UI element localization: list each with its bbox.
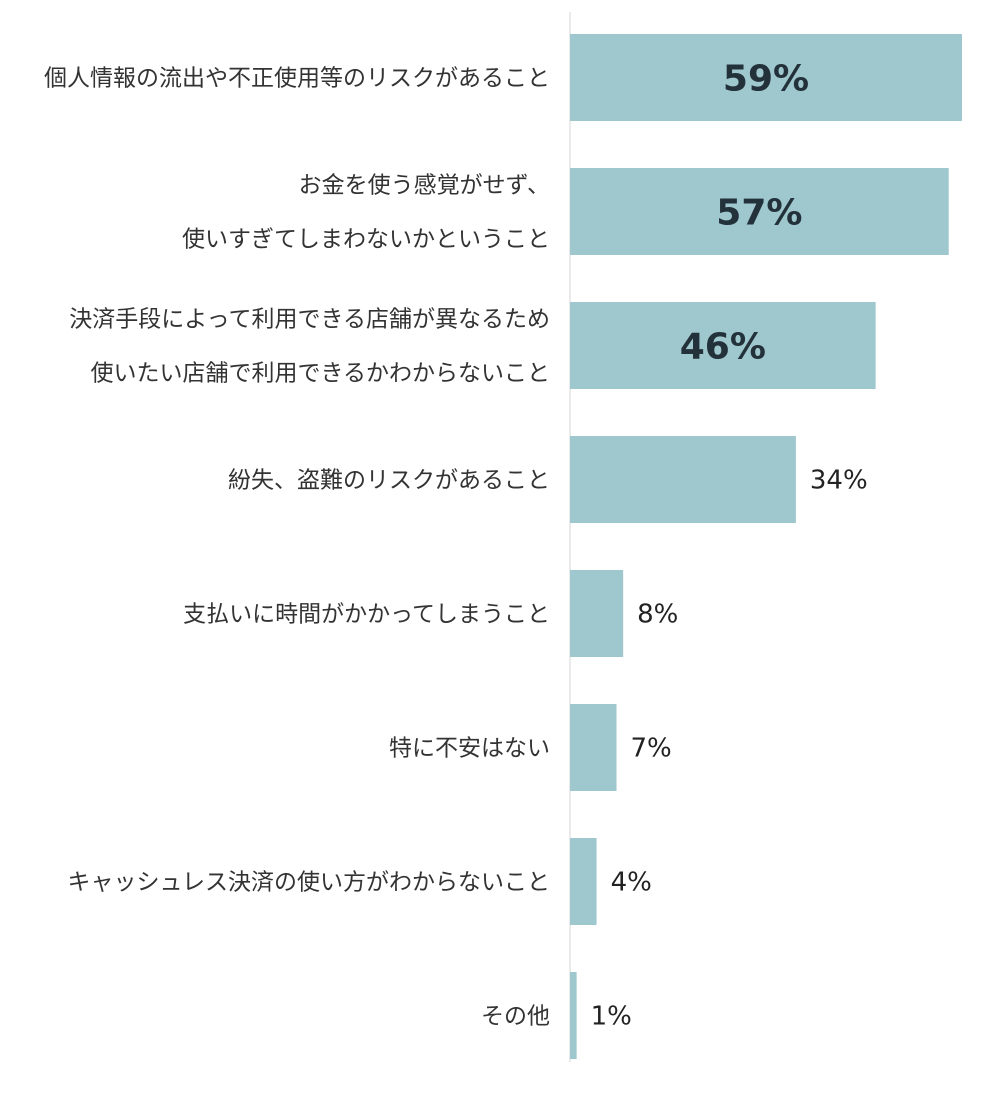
bar-3 xyxy=(570,436,796,523)
category-label-5: 特に不安はない xyxy=(389,736,550,762)
bar-1 xyxy=(570,168,949,255)
value-label-0: 59% xyxy=(723,59,809,100)
value-label-5: 7% xyxy=(631,734,672,764)
category-label-2-line-1: 使いたい店舗で利用できるかわからないこと xyxy=(90,361,550,387)
category-label-1-line-1: 使いすぎてしまわないかということ xyxy=(182,227,550,253)
value-label-6: 4% xyxy=(611,868,652,898)
value-label-7: 1% xyxy=(591,1002,632,1032)
bar-2 xyxy=(570,302,876,389)
bar-4 xyxy=(570,570,624,657)
category-label-3: 紛失、盗難のリスクがあること xyxy=(228,468,550,494)
bar-6 xyxy=(570,838,597,925)
value-label-3: 34% xyxy=(810,466,868,496)
category-label-1-line-0: お金を使う感覚がせず、 xyxy=(299,173,550,199)
bar-7 xyxy=(570,972,577,1059)
bar-5 xyxy=(570,704,617,791)
bar-0 xyxy=(570,34,962,121)
value-label-4: 8% xyxy=(637,600,678,630)
category-label-6: キャッシュレス決済の使い方がわからないこと xyxy=(67,870,550,896)
category-label-4: 支払いに時間がかかってしまうこと xyxy=(183,602,550,628)
category-label-0: 個人情報の流出や不正使用等のリスクがあること xyxy=(44,66,550,92)
value-label-2: 46% xyxy=(680,327,766,368)
category-label-7: その他 xyxy=(481,1004,550,1030)
value-label-1: 57% xyxy=(716,193,802,234)
category-label-2-line-0: 決済手段によって利用できる店舗が異なるため xyxy=(69,307,550,333)
